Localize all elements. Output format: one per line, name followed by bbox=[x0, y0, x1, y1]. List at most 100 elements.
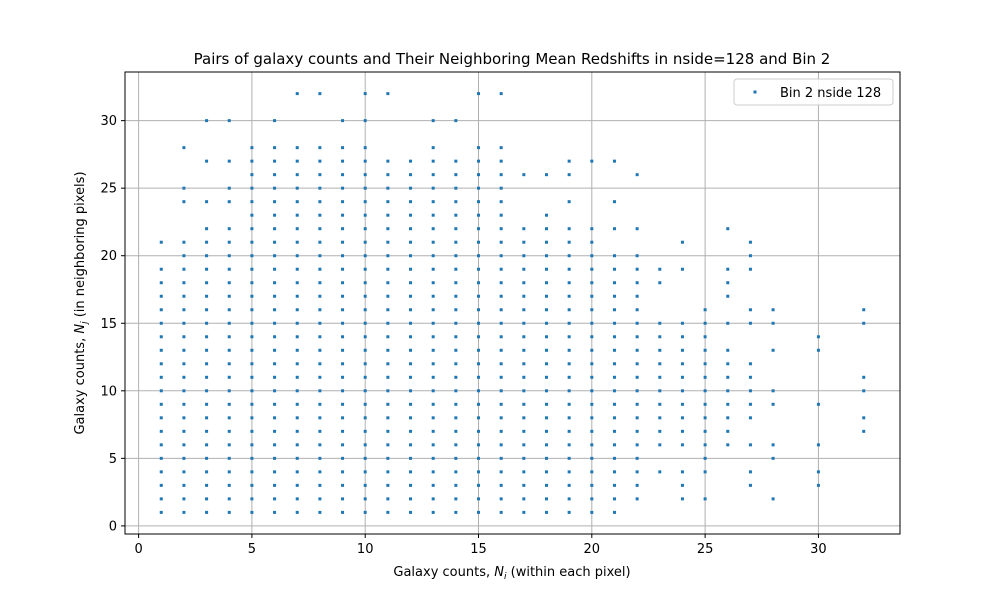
data-point bbox=[590, 483, 594, 487]
data-point bbox=[273, 443, 277, 447]
data-point bbox=[431, 321, 435, 325]
data-point bbox=[318, 186, 322, 190]
data-point bbox=[318, 227, 322, 231]
data-point bbox=[726, 402, 730, 406]
y-axis-title: Galaxy counts, Nj (in neighboring pixels… bbox=[73, 171, 90, 434]
data-point bbox=[363, 240, 367, 244]
data-point bbox=[205, 375, 209, 379]
x-tick-label: 15 bbox=[470, 542, 487, 557]
data-point bbox=[816, 402, 820, 406]
data-point bbox=[182, 510, 186, 514]
data-point bbox=[431, 267, 435, 271]
data-point bbox=[703, 497, 707, 501]
data-point bbox=[612, 308, 616, 312]
data-point bbox=[771, 443, 775, 447]
data-point bbox=[635, 254, 639, 258]
data-point bbox=[431, 173, 435, 177]
data-point bbox=[273, 470, 277, 474]
data-point bbox=[409, 483, 413, 487]
data-point bbox=[522, 389, 526, 393]
data-point bbox=[182, 375, 186, 379]
data-point bbox=[159, 416, 163, 420]
data-point bbox=[341, 483, 345, 487]
data-point bbox=[182, 335, 186, 339]
data-point bbox=[748, 389, 752, 393]
data-point bbox=[386, 294, 390, 298]
data-point bbox=[159, 456, 163, 460]
data-point bbox=[250, 389, 254, 393]
data-point bbox=[726, 294, 730, 298]
data-point bbox=[159, 281, 163, 285]
data-point bbox=[295, 321, 299, 325]
data-point bbox=[295, 227, 299, 231]
data-point bbox=[250, 456, 254, 460]
data-point bbox=[386, 402, 390, 406]
data-point bbox=[409, 254, 413, 258]
scatter-points bbox=[159, 92, 866, 514]
y-tick-label: 25 bbox=[100, 182, 117, 197]
data-point bbox=[454, 483, 458, 487]
plot-frame bbox=[124, 71, 901, 535]
data-point bbox=[658, 281, 662, 285]
data-point bbox=[726, 389, 730, 393]
legend: Bin 2 nside 128 bbox=[733, 78, 894, 106]
data-point bbox=[295, 200, 299, 204]
data-point bbox=[205, 483, 209, 487]
data-point bbox=[205, 402, 209, 406]
data-point bbox=[250, 429, 254, 433]
data-point bbox=[386, 470, 390, 474]
y-tick-label: 5 bbox=[109, 452, 117, 467]
data-point bbox=[250, 294, 254, 298]
data-point bbox=[748, 443, 752, 447]
data-point bbox=[477, 200, 481, 204]
data-point bbox=[590, 254, 594, 258]
data-point bbox=[680, 470, 684, 474]
data-point bbox=[341, 159, 345, 163]
data-point bbox=[205, 348, 209, 352]
data-point bbox=[227, 416, 231, 420]
data-point bbox=[227, 362, 231, 366]
data-point bbox=[499, 227, 503, 231]
data-point bbox=[703, 416, 707, 420]
data-point bbox=[341, 227, 345, 231]
data-point bbox=[612, 375, 616, 379]
data-point bbox=[454, 254, 458, 258]
data-point bbox=[590, 240, 594, 244]
data-point bbox=[295, 362, 299, 366]
data-point bbox=[590, 159, 594, 163]
data-point bbox=[635, 402, 639, 406]
data-point bbox=[318, 254, 322, 258]
data-point bbox=[409, 402, 413, 406]
data-point bbox=[567, 362, 571, 366]
data-point bbox=[250, 227, 254, 231]
data-point bbox=[454, 240, 458, 244]
data-point bbox=[182, 186, 186, 190]
data-point bbox=[431, 159, 435, 163]
data-point bbox=[341, 348, 345, 352]
data-point bbox=[227, 497, 231, 501]
data-point bbox=[522, 375, 526, 379]
data-point bbox=[273, 200, 277, 204]
data-point bbox=[431, 470, 435, 474]
data-point bbox=[748, 375, 752, 379]
data-point bbox=[182, 402, 186, 406]
grid-lines bbox=[125, 72, 900, 534]
data-point bbox=[227, 321, 231, 325]
data-point bbox=[363, 335, 367, 339]
data-point bbox=[295, 483, 299, 487]
data-point bbox=[205, 470, 209, 474]
data-point bbox=[771, 348, 775, 352]
data-point bbox=[363, 375, 367, 379]
data-point bbox=[386, 483, 390, 487]
data-point bbox=[771, 389, 775, 393]
data-point bbox=[295, 173, 299, 177]
data-point bbox=[386, 254, 390, 258]
data-point bbox=[182, 443, 186, 447]
data-point bbox=[409, 375, 413, 379]
data-point bbox=[318, 335, 322, 339]
data-point bbox=[250, 443, 254, 447]
data-point bbox=[499, 200, 503, 204]
data-point bbox=[250, 254, 254, 258]
data-point bbox=[612, 159, 616, 163]
data-point bbox=[499, 335, 503, 339]
